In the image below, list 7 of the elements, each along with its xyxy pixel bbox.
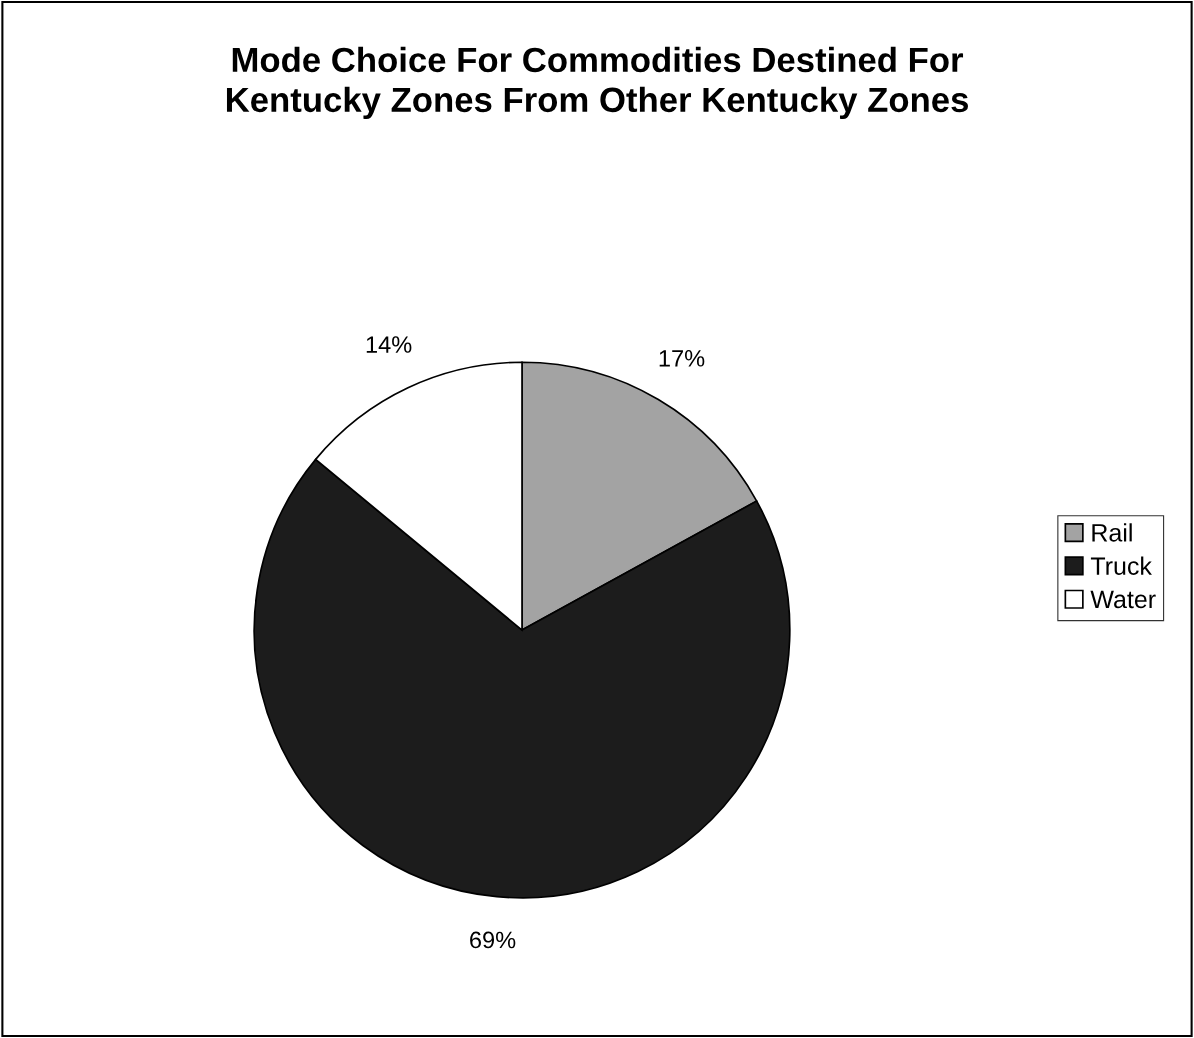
data-label: 14% (366, 336, 412, 353)
legend-label: Rail (1092, 523, 1132, 542)
legend-label: Truck (1090, 556, 1152, 575)
data-label: 69% (470, 931, 516, 949)
chart-title: Mode Choice For Commodities Destined For Kentucky Zones From Other Kentucky Zones (226, 46, 968, 119)
legend-label: Water (1090, 590, 1156, 609)
data-label: 17% (659, 350, 705, 367)
